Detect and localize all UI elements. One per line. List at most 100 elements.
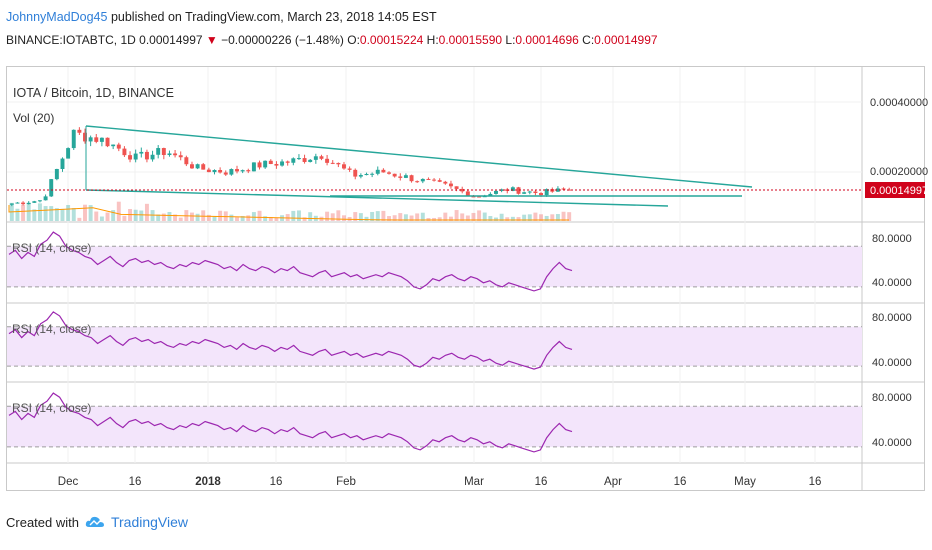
candle-body [533,191,538,194]
volume-bar [99,216,104,221]
volume-bar [94,211,99,221]
volume-bar [201,210,206,221]
candle-body [229,169,234,175]
volume-bar [156,214,161,221]
candle-body [510,187,515,191]
volume-bar [415,213,420,221]
candle-body [291,158,296,163]
volume-bar [291,210,296,221]
candle-body [454,186,459,189]
candle-body [195,164,200,169]
volume-bar [488,216,493,221]
candle-body [544,189,549,196]
candle-body [375,169,380,174]
volume-bar [336,210,341,221]
candle-body [342,164,346,169]
candle-body [381,169,386,173]
candle-body [184,157,189,165]
volume-bar [122,215,127,221]
candle-body [319,156,324,159]
volume-bar [88,205,93,221]
volume-bar [66,205,71,221]
candle-body [139,151,144,154]
publish-info: published on TradingView.com, March 23, … [110,10,437,24]
volume-bar [263,216,268,221]
candle-body [364,173,369,176]
chart-frame [6,66,925,491]
volume-bar [403,214,408,221]
candle-body [392,173,397,177]
low-value: 0.00014696 [515,33,579,47]
volume-bar [494,217,498,221]
candle-body [494,190,498,194]
candle-body [409,175,414,182]
volume-bar [420,212,425,221]
price-tick-1: 0.00040000 [870,97,928,109]
candle-body [173,153,178,156]
volume-bar [381,210,386,221]
rsi-pane-2-title: RSI (14, close) [12,322,91,336]
volume-bar [173,214,178,221]
volume-bar [544,215,549,221]
lower-trendline [85,189,669,207]
candle-body [415,181,420,183]
volume-bar [443,212,448,221]
volume-bar [510,216,515,221]
volume-bar [190,212,194,221]
candle-body [49,179,54,197]
volume-bar [268,216,273,221]
x-tick-label: Dec [58,476,79,488]
x-tick-label: Feb [336,476,356,488]
high-label: H: [426,33,439,47]
candle-body [144,151,149,160]
candle-body [223,172,228,175]
candle-body [156,148,161,155]
candle-body [302,158,307,162]
candle-body [370,173,375,175]
candle-body [482,196,487,198]
volume-bar [60,208,65,221]
volume-bar [251,212,256,221]
candle-body [15,202,20,204]
candle-body [37,200,42,202]
candle-body [83,132,87,142]
volume-bar [567,212,572,221]
candle-body [122,148,127,156]
candle-body [263,160,268,168]
volume-bar [358,213,363,221]
volume-bar [178,217,183,221]
candle-body [206,169,211,173]
x-tick-label: 2018 [195,476,221,488]
rsi-line [8,311,573,370]
volume-bar [387,216,391,221]
volume-bar [398,213,403,221]
volume-bar [460,213,465,221]
candle-body [460,188,465,192]
volume-bar [550,214,555,221]
author-link[interactable]: JohnnyMadDog45 [6,10,108,24]
candle-body [251,162,256,172]
volume-bar [296,210,301,221]
candle-body [465,191,470,197]
footer: Created with TradingView [6,514,188,530]
candle-body [420,178,425,182]
volume-bar [212,216,217,221]
main-pane-title: IOTA / Bitcoin, 1D, BINANCE [13,86,174,100]
candle-body [77,129,82,133]
volume-bar [561,211,566,221]
rsi-pane-1-title: RSI (14, close) [12,241,91,255]
volume-bar [274,217,279,221]
tradingview-link[interactable]: TradingView [110,514,189,530]
candle-body [516,187,521,194]
candle-body [60,158,65,169]
candle-body [330,162,335,164]
volume-bar [21,204,26,221]
candle-body [161,148,166,156]
symbol-header: BINANCE:IOTABTC, 1D 0.00014997 ▼ −0.0000… [6,33,658,47]
volume-bar [37,203,42,221]
volume-bar [161,213,166,221]
volume-bar [555,214,560,221]
candle-body [43,196,48,201]
publish-header: JohnnyMadDog45 published on TradingView.… [6,10,437,24]
